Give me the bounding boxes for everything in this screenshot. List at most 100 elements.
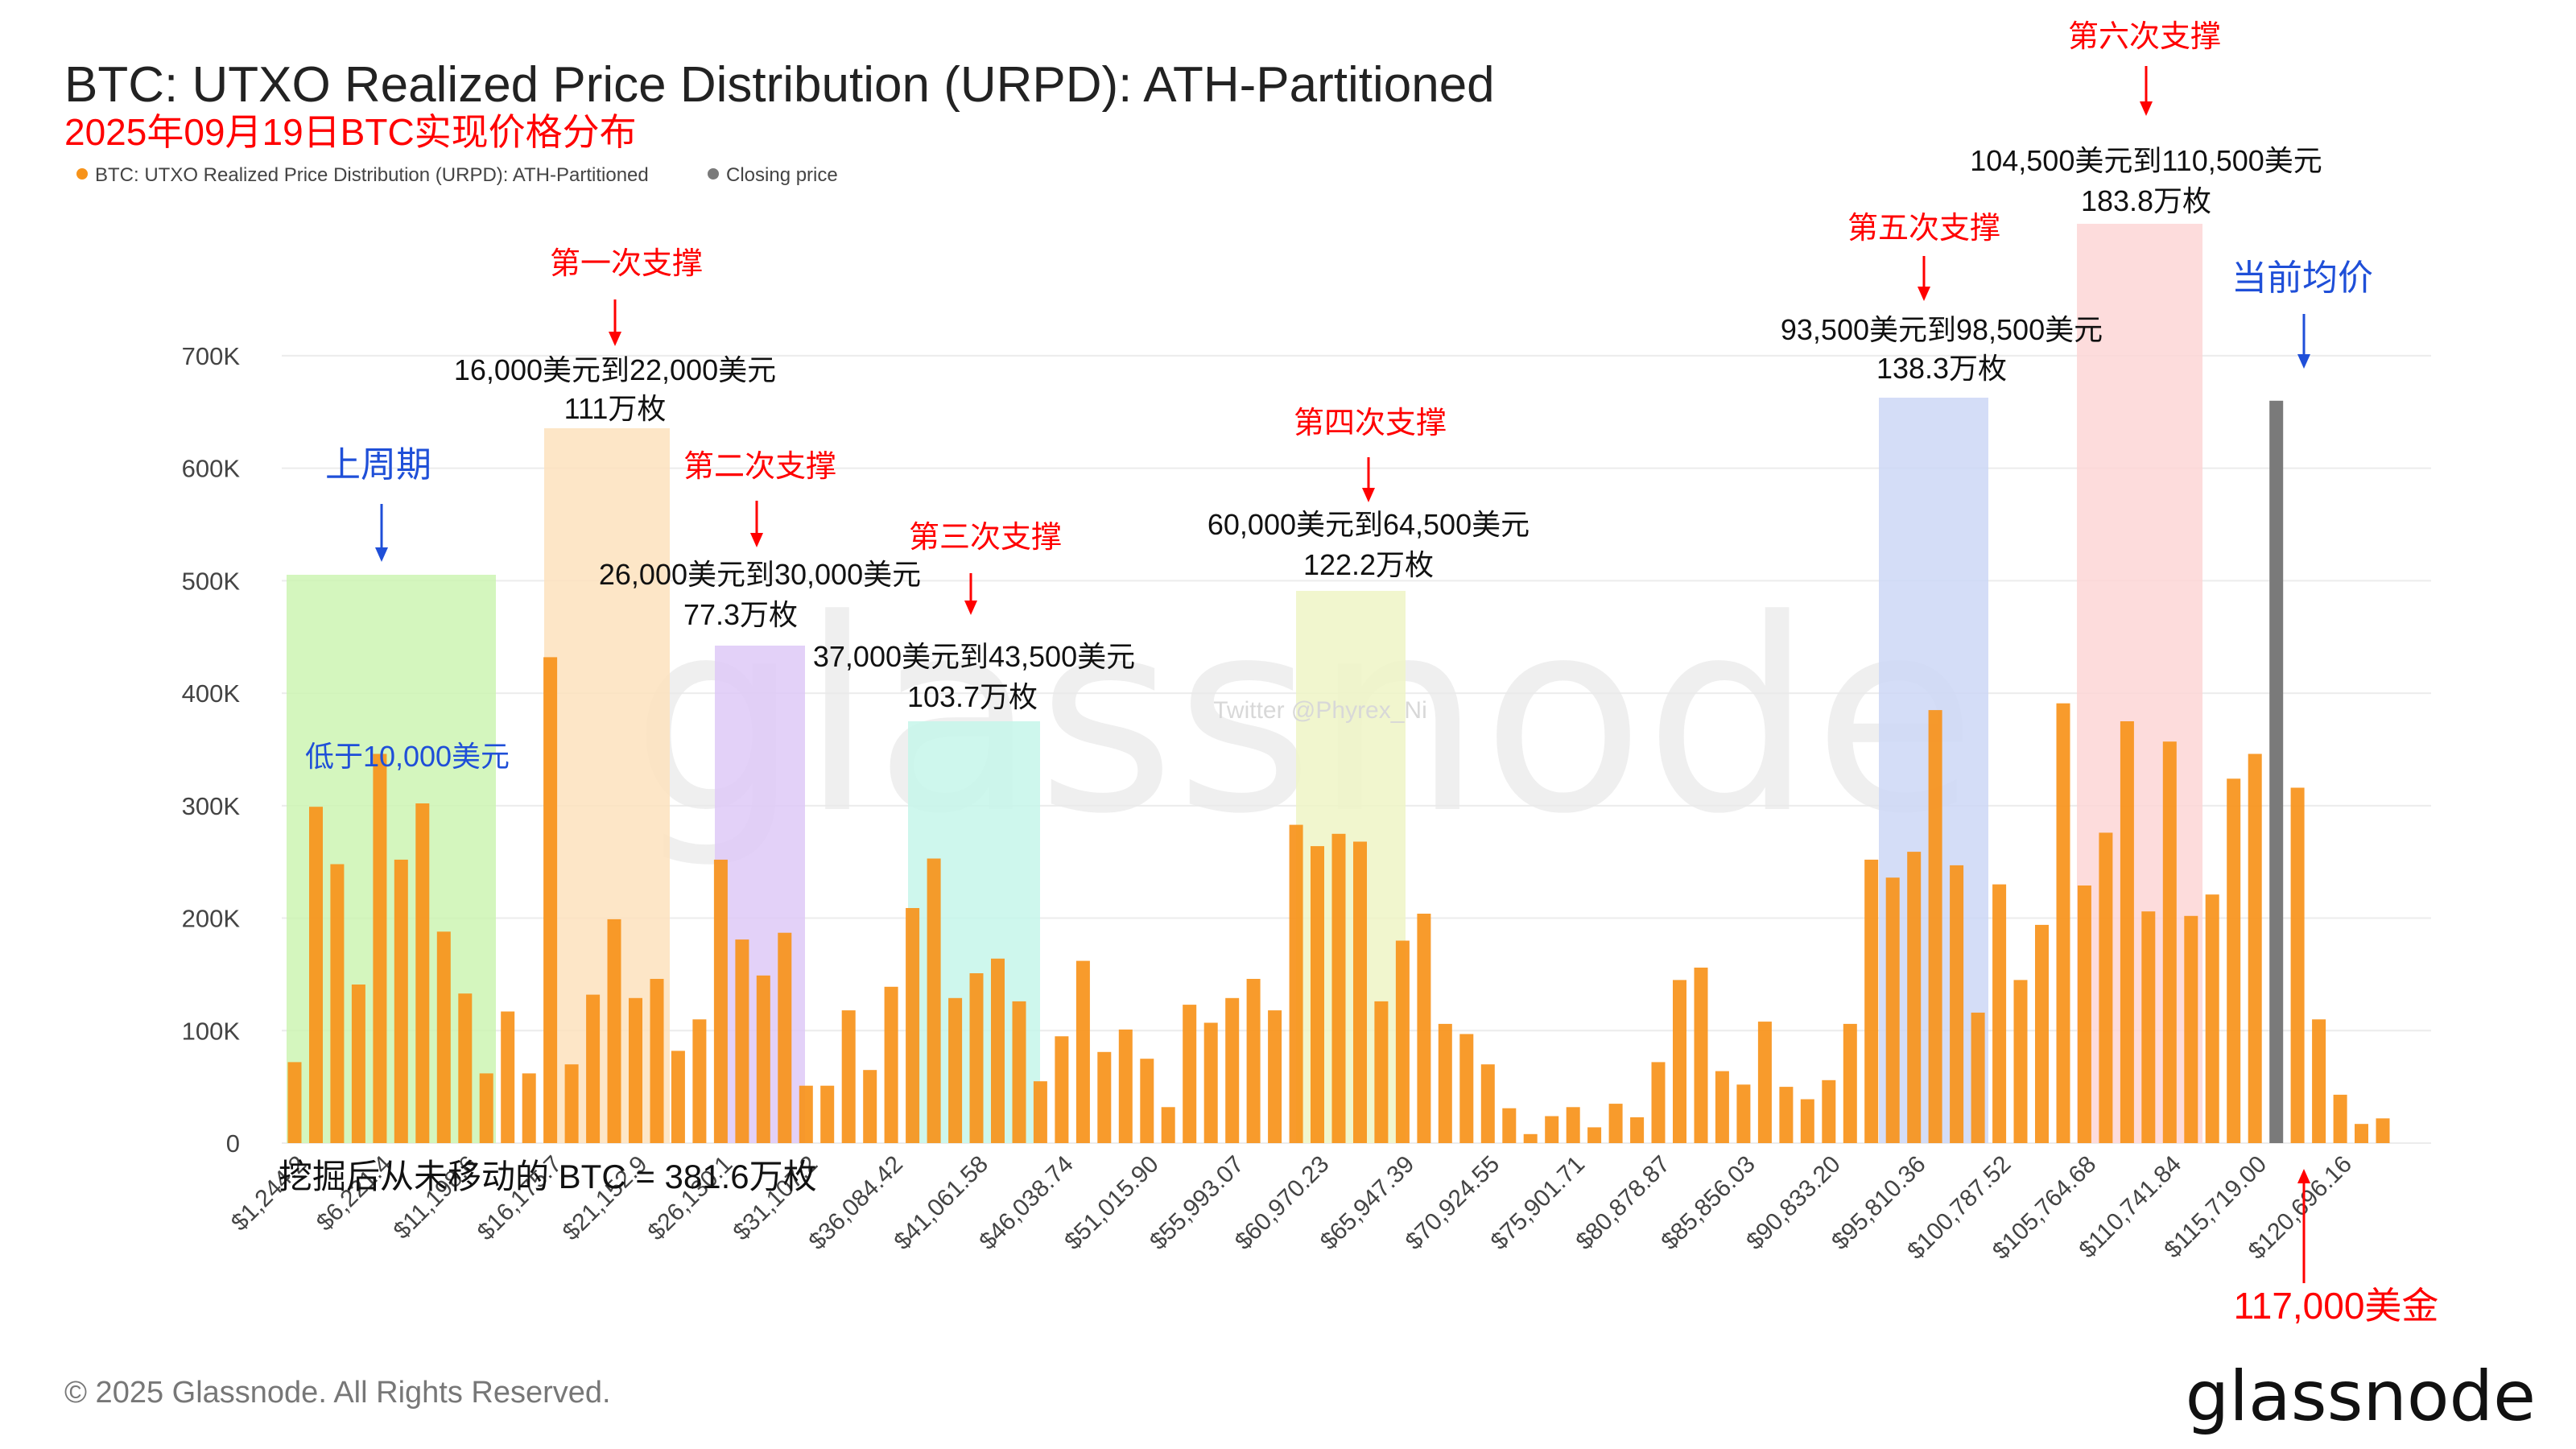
y-tick-label: 100K — [182, 1017, 241, 1045]
urpd-bar — [2099, 832, 2113, 1143]
y-tick-label: 0 — [226, 1129, 240, 1158]
urpd-bar — [522, 1073, 536, 1143]
y-tick-label: 500K — [182, 567, 241, 595]
zone-support-1-range: 16,000美元到22,000美元 — [454, 353, 776, 386]
glassnode-logo: glassnode — [2186, 1356, 2536, 1437]
urpd-bar — [2290, 787, 2305, 1143]
urpd-bar — [1822, 1080, 1836, 1143]
urpd-bar — [2120, 721, 2134, 1143]
urpd-bar — [287, 1062, 302, 1143]
zone-support-1 — [544, 428, 670, 1143]
legend-marker-closing — [708, 168, 719, 180]
never-moved-btc-note: 挖掘后从未移动的 BTC = 381.6万枚 — [279, 1158, 817, 1195]
urpd-bar — [927, 858, 941, 1143]
urpd-bar — [607, 919, 621, 1143]
urpd-bar — [778, 932, 792, 1143]
urpd-bar — [1374, 1001, 1389, 1143]
urpd-bar — [2248, 753, 2262, 1143]
urpd-bar — [564, 1064, 579, 1143]
y-tick-label: 200K — [182, 905, 241, 933]
urpd-bar — [906, 908, 920, 1143]
urpd-bar — [799, 1085, 813, 1143]
urpd-bar — [1608, 1104, 1623, 1143]
urpd-bar — [863, 1070, 877, 1143]
urpd-bar — [586, 994, 601, 1143]
urpd-bar — [2035, 924, 2049, 1143]
urpd-bar — [2162, 741, 2177, 1143]
urpd-bar — [1587, 1127, 1602, 1143]
zone-support-5-amount: 138.3万枚 — [1876, 352, 2007, 385]
zone-support-4-amount: 122.2万枚 — [1303, 548, 1434, 581]
urpd-bar — [2013, 980, 2028, 1143]
urpd-bar — [1523, 1133, 1538, 1143]
urpd-bar — [1673, 980, 1686, 1143]
legend: BTC: UTXO Realized Price Distribution (U… — [76, 164, 838, 186]
urpd-bar — [1161, 1107, 1175, 1143]
urpd-bar — [1055, 1036, 1069, 1143]
zone-support-3-amount: 103.7万枚 — [907, 680, 1038, 713]
urpd-bar — [1203, 1022, 1218, 1143]
urpd-bar — [1417, 914, 1431, 1143]
zone-support-4-range: 60,000美元到64,500美元 — [1208, 508, 1530, 541]
arrow-down-icon — [964, 601, 977, 615]
urpd-bar — [1502, 1108, 1517, 1143]
urpd-bar — [991, 958, 1005, 1143]
y-tick-label: 600K — [182, 455, 241, 483]
legend-label-closing: Closing price — [726, 164, 838, 186]
zone-support-2-range: 26,000美元到30,000美元 — [599, 558, 921, 591]
urpd-bar — [1545, 1116, 1559, 1143]
urpd-bar — [1779, 1087, 1794, 1143]
chart-title: BTC: UTXO Realized Price Distribution (U… — [64, 57, 1495, 113]
urpd-bar — [330, 864, 345, 1143]
urpd-bar — [2355, 1124, 2368, 1143]
urpd-bar — [1928, 710, 1942, 1143]
arrow-down-icon — [609, 332, 621, 346]
urpd-bar — [1630, 1117, 1645, 1143]
urpd-bar — [969, 973, 984, 1143]
zone-support-1-amount: 111万枚 — [564, 392, 667, 425]
zone-previous-cycle-detail: 低于10,000美元 — [305, 740, 510, 773]
urpd-bar — [1140, 1059, 1154, 1143]
urpd-bar — [1246, 979, 1261, 1143]
zone-previous-cycle-label: 上周期 — [325, 445, 431, 485]
urpd-bar — [309, 807, 323, 1143]
urpd-bar — [2141, 911, 2156, 1143]
urpd-bar — [1715, 1071, 1729, 1143]
urpd-bar — [1459, 1034, 1474, 1143]
urpd-bar — [1736, 1084, 1751, 1143]
urpd-bar — [1012, 1001, 1026, 1143]
urpd-bar — [394, 859, 408, 1143]
urpd-bar — [1907, 852, 1922, 1143]
copyright: © 2025 Glassnode. All Rights Reserved. — [64, 1376, 611, 1410]
urpd-bar — [1225, 997, 1240, 1143]
arrow-up-icon — [2297, 1169, 2310, 1183]
urpd-bar — [1971, 1012, 1985, 1143]
urpd-bar — [2205, 894, 2219, 1143]
watermark-credit: Twitter @Phyrex_Ni — [1213, 697, 1427, 724]
current-price-label: 117,000美金 — [2234, 1285, 2439, 1327]
urpd-bar — [1480, 1064, 1495, 1143]
zone-support-1-label: 第一次支撑 — [550, 247, 703, 281]
urpd-bar — [543, 657, 558, 1143]
urpd-bar — [884, 986, 898, 1143]
urpd-bar — [2312, 1019, 2326, 1143]
urpd-bar — [1395, 940, 1410, 1143]
urpd-bar — [1097, 1051, 1112, 1143]
urpd-bar — [1289, 824, 1303, 1143]
y-tick-label: 300K — [182, 792, 241, 820]
urpd-bar — [2184, 915, 2198, 1143]
legend-label-urpd: BTC: UTXO Realized Price Distribution (U… — [95, 164, 649, 186]
urpd-bar — [2376, 1118, 2390, 1143]
urpd-bar — [1566, 1107, 1580, 1143]
arrow-down-icon — [2140, 101, 2153, 116]
urpd-bar — [479, 1073, 493, 1143]
urpd-bar — [1268, 1010, 1282, 1143]
urpd-bar — [820, 1085, 835, 1143]
y-tick-label: 400K — [182, 679, 241, 708]
annotations: 上周期 低于10,000美元 第一次支撑 16,000美元到22,000美元 1… — [279, 20, 2438, 1327]
urpd-bar — [1183, 1005, 1197, 1143]
urpd-bar — [351, 985, 365, 1143]
arrow-down-icon — [750, 533, 763, 547]
urpd-bar — [1331, 833, 1346, 1143]
